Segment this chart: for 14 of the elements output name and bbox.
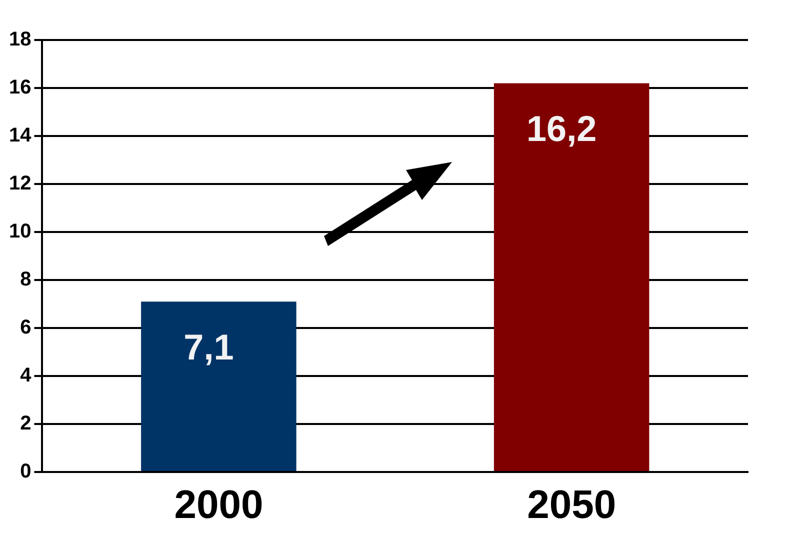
y-tick-label: 6 (20, 316, 32, 339)
y-tick-label: 16 (8, 76, 32, 99)
y-tick-label: 14 (8, 124, 32, 147)
x-tick-label: 2050 (527, 483, 616, 528)
y-tick-label: 0 (20, 460, 32, 483)
data-label: 16,2 (526, 108, 597, 150)
y-tick-label: 2 (20, 412, 32, 435)
y-tick-label: 12 (8, 172, 32, 195)
y-tick-label: 10 (8, 220, 32, 243)
data-label: 7,1 (184, 326, 234, 368)
y-tick-label: 4 (20, 364, 32, 387)
y-tick-label: 18 (8, 28, 32, 51)
x-tick-label: 2000 (174, 483, 264, 528)
y-tick-label: 8 (20, 268, 32, 291)
